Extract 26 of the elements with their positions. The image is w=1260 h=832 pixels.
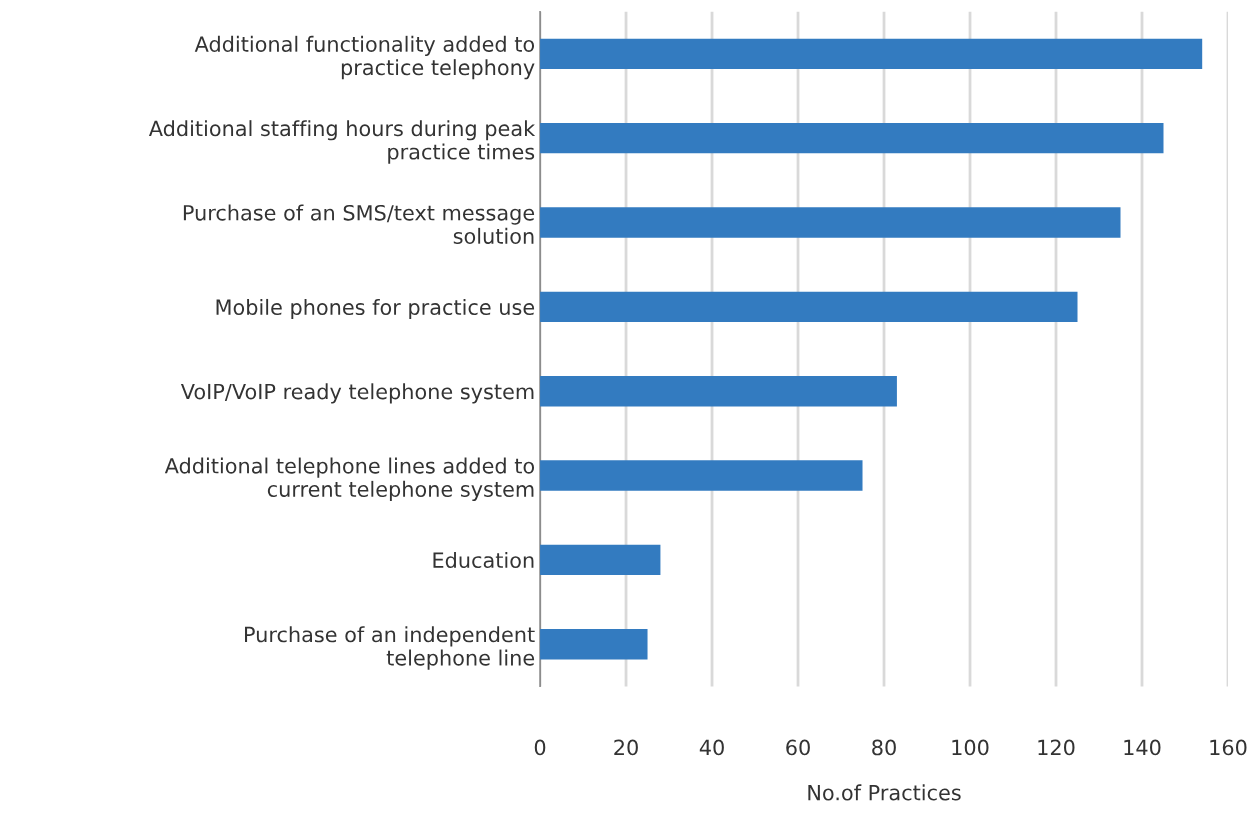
- y-tick-label: Purchase of an SMS/text message solution: [183, 204, 535, 244]
- bar: [540, 629, 648, 660]
- y-tick-label: Mobile phones for practice use: [216, 298, 535, 320]
- x-tick-label: 0: [534, 739, 546, 756]
- x-tick-label: 120: [1038, 739, 1075, 756]
- bar: [540, 122, 1164, 154]
- x-tick-label: 20: [614, 739, 638, 756]
- bar: [540, 207, 1121, 238]
- x-tick-label: 80: [872, 739, 896, 756]
- x-tick-label: 60: [786, 739, 810, 756]
- bar: [540, 376, 897, 407]
- y-tick-label: Education: [433, 551, 534, 569]
- y-tick-label: Additional telephone lines added to current telephone system: [164, 457, 535, 502]
- y-tick-label: Purchase of an independent telephone line: [245, 626, 535, 670]
- x-tick-label: 140: [1124, 739, 1161, 756]
- bar: [540, 291, 1078, 323]
- y-tick-label: Additional functionality added to practice telephony: [194, 35, 535, 80]
- bar: [540, 460, 863, 491]
- y-tick-label: VoIP/VoIP ready telephone system: [180, 383, 534, 404]
- x-axis-title: No.of Practices: [808, 784, 961, 801]
- bar: [540, 544, 661, 576]
- y-tick-label: Additional staffing hours during peak practice times: [148, 120, 536, 164]
- bar: [540, 38, 1203, 69]
- x-tick-label: 100: [952, 739, 989, 756]
- x-tick-label: 40: [699, 739, 724, 756]
- x-tick-label: 160: [1210, 739, 1247, 756]
